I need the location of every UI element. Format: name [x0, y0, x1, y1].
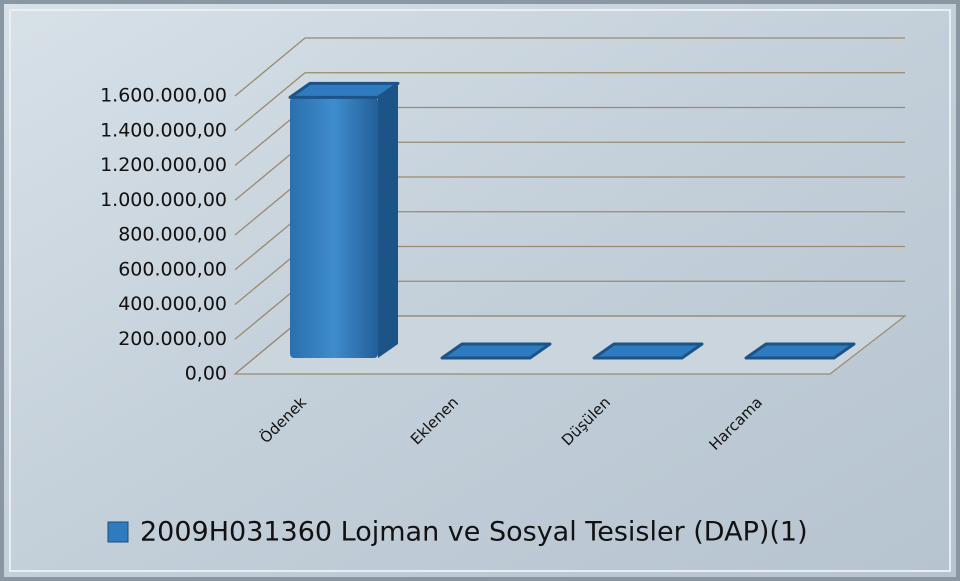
y-tick-label: 1.200.000,00 — [100, 154, 227, 176]
y-tick-label: 1.400.000,00 — [100, 119, 227, 141]
legend-label: 2009H031360 Lojman ve Sosyal Tesisler (D… — [140, 517, 808, 548]
grid-line — [234, 37, 905, 97]
y-tick-label: 0,00 — [185, 363, 227, 385]
y-tick-label: 400.000,00 — [118, 293, 227, 315]
bar-top — [288, 81, 400, 99]
grid-line — [234, 72, 905, 132]
y-tick-label: 1.600.000,00 — [100, 85, 227, 107]
legend-marker — [107, 521, 129, 543]
y-tick-label: 600.000,00 — [118, 258, 227, 280]
y-tick-label: 800.000,00 — [118, 224, 227, 246]
bar-side — [378, 83, 398, 358]
bar-top — [592, 342, 704, 360]
bar — [290, 97, 378, 358]
bar-top — [744, 342, 856, 360]
bar-top — [440, 342, 552, 360]
frame — [9, 9, 951, 572]
y-tick-label: 1.000.000,00 — [100, 189, 227, 211]
y-tick-label: 200.000,00 — [118, 328, 227, 350]
